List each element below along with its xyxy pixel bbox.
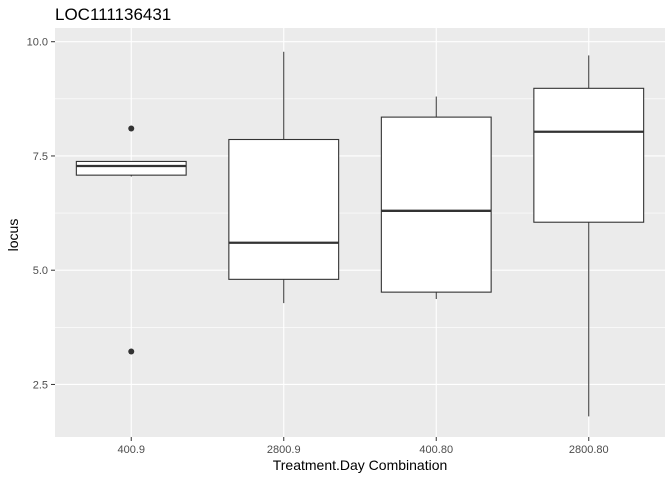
outlier-point <box>128 125 135 132</box>
y-axis: 2.5 5.0 7.5 10.0 <box>27 37 55 391</box>
box-iqr <box>533 87 645 223</box>
box-400.9 <box>75 125 187 355</box>
y-axis-title: locus <box>5 219 21 252</box>
box-2800.9 <box>228 51 340 304</box>
outlier-point <box>128 348 135 355</box>
box-2800.80 <box>533 55 645 417</box>
box-iqr <box>380 116 492 293</box>
x-axis: 400.9 2800.9 400.80 2800.80 <box>117 437 609 456</box>
x-axis-title: Treatment.Day Combination <box>273 457 448 473</box>
x-tick-label: 400.9 <box>117 444 145 456</box>
boxes <box>75 51 645 417</box>
box-iqr <box>75 160 187 176</box>
x-tick-label: 2800.80 <box>569 444 609 456</box>
y-tick-label: 7.5 <box>33 151 48 163</box>
chart-title: LOC111136431 <box>55 5 171 24</box>
y-tick-label: 5.0 <box>33 265 48 277</box>
x-tick-label: 2800.9 <box>267 444 301 456</box>
y-tick-label: 2.5 <box>33 379 48 391</box>
y-tick-label: 10.0 <box>27 37 48 49</box>
box-iqr <box>228 138 340 280</box>
x-tick-label: 400.80 <box>419 444 453 456</box>
box-400.80 <box>380 96 492 299</box>
